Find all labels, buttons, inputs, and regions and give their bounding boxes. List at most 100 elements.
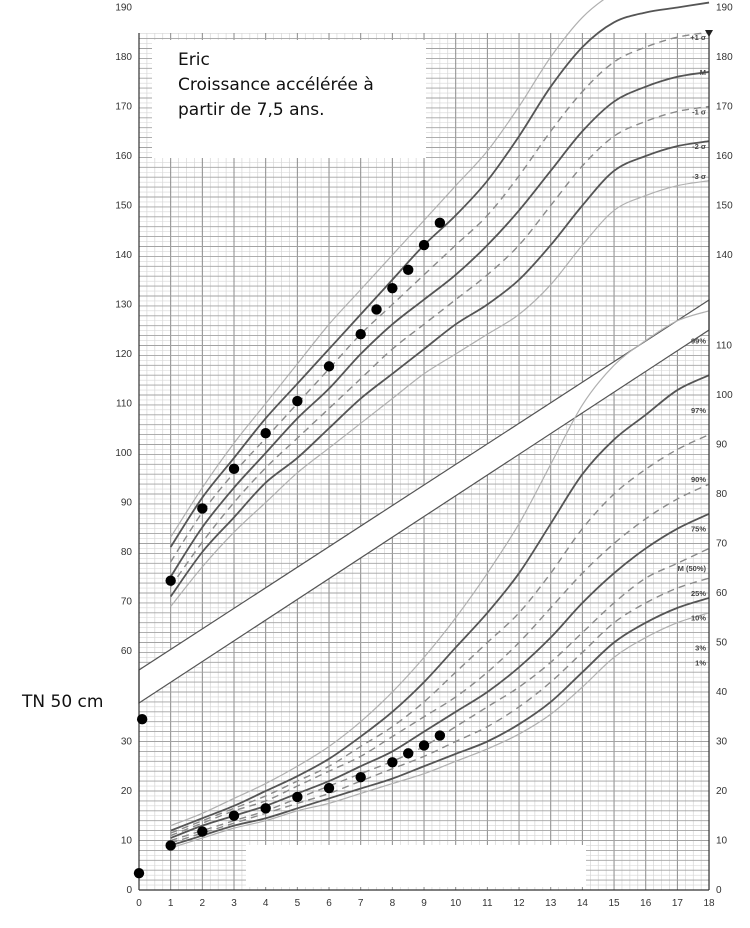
x-tick-label: 17 [672, 898, 684, 909]
weight-curve-1 [170, 374, 710, 832]
weight-point [323, 782, 335, 794]
x-tick-label: 13 [545, 898, 557, 909]
height-curve-5 [169, 140, 710, 598]
weight-curve-label: 75% [691, 525, 706, 534]
height-point [197, 503, 208, 514]
x-tick-label: 2 [200, 898, 206, 909]
height-tick-label-left: 100 [115, 448, 132, 459]
weight-curve-label: 1% [695, 658, 706, 667]
height-curve-label: M [700, 68, 706, 77]
weight-point [133, 867, 145, 879]
chart-tick-labels: 0 1 2 3 4 5 6 7 8 9 10 11 12 13 14 15 16 17 18607080901001… [115, 3, 733, 910]
weight-curve-label: 10% [691, 614, 706, 623]
height-point [434, 217, 446, 229]
height-point [387, 282, 398, 294]
height-curve-4 [170, 105, 710, 588]
chart-grid-major [138, 33, 710, 891]
weight-tick-label-right: 20 [716, 786, 728, 797]
height-point [402, 264, 414, 276]
x-tick-label: 1 [168, 898, 174, 909]
height-tick-label-left: 160 [115, 151, 132, 162]
weight-tick-label-left: 10 [121, 836, 133, 847]
x-tick-label: 0 [136, 898, 142, 909]
chart-axes [138, 30, 713, 891]
height-point [165, 575, 176, 586]
height-tick-label-left: 140 [115, 250, 132, 261]
weight-point [228, 810, 240, 821]
weight-tick-label-right: 70 [716, 539, 728, 550]
x-tick-label: 14 [577, 898, 589, 909]
weight-tick-label-right: 50 [716, 638, 728, 649]
weight-curve-6 [170, 577, 710, 844]
height-tick-label-left: 180 [115, 52, 132, 63]
height-curve-label: -1 σ [692, 107, 706, 116]
weight-tick-label-left: 30 [121, 737, 133, 748]
height-curve-label: -3 σ [692, 172, 706, 181]
weight-curve-3 [170, 483, 710, 837]
patient-name: Eric [178, 50, 210, 70]
weight-point [136, 714, 148, 725]
height-tick-label-left: 150 [115, 201, 132, 212]
weight-curve-label: M (50%) [678, 564, 707, 573]
height-tick-label-right: 160 [716, 151, 733, 162]
height-point [323, 361, 335, 372]
height-reference-curves [169, 0, 710, 607]
height-curve-label: +1 σ [690, 33, 706, 42]
x-tick-label: 9 [421, 898, 427, 909]
x-tick-label: 7 [358, 898, 364, 909]
x-tick-label: 6 [326, 898, 332, 909]
x-tick-label: 12 [513, 898, 525, 909]
weight-curve-label: 25% [691, 589, 706, 598]
height-tick-label-left: 90 [121, 498, 133, 509]
patient-data-points [133, 217, 446, 879]
weight-tick-label-right: 90 [716, 440, 728, 451]
height-point [292, 395, 303, 407]
weight-tick-label-right: 100 [716, 390, 733, 401]
weight-tick-label-right: 0 [716, 885, 722, 896]
height-tick-label-left: 130 [115, 300, 132, 311]
annotation-box: Eric Croissance accélérée à partir de 7,… [152, 40, 426, 158]
x-tick-label: 11 [482, 898, 493, 909]
height-tick-label-left: 70 [121, 597, 133, 608]
weight-tick-label-right: 80 [716, 489, 728, 500]
weight-curve-8 [170, 612, 710, 849]
height-point [371, 304, 382, 315]
height-tick-label-left: 120 [115, 349, 132, 360]
annotation-line-1: Croissance accélérée à [178, 75, 374, 95]
height-curve-1 [169, 1, 710, 548]
x-tick-label: 4 [263, 898, 269, 909]
weight-tick-label-right: 30 [716, 737, 728, 748]
height-point [260, 428, 271, 439]
height-tick-label-left: 110 [116, 399, 132, 410]
weight-curve-2 [170, 433, 710, 834]
weight-point [292, 791, 303, 803]
height-tick-label-left: 190 [115, 3, 132, 14]
birth-length-label: TN 50 cm [22, 692, 104, 712]
height-point [418, 239, 430, 251]
x-tick-label: 10 [450, 898, 462, 909]
weight-tick-label-right: 10 [716, 836, 728, 847]
weight-point [434, 730, 446, 741]
x-tick-label: 15 [608, 898, 620, 909]
weight-tick-label-right: 110 [716, 341, 732, 352]
height-point [355, 329, 366, 340]
weight-point [260, 803, 271, 814]
height-curve-2 [170, 31, 710, 563]
x-tick-label: 3 [231, 898, 237, 909]
weight-point [355, 771, 366, 783]
weight-point [165, 840, 176, 851]
weight-curve-7 [170, 597, 710, 847]
weight-curve-label: 97% [691, 406, 706, 415]
weight-reference-curves [170, 310, 710, 849]
weight-curve-label: 99% [691, 337, 706, 346]
weight-point [197, 826, 208, 837]
x-tick-label: 8 [390, 898, 396, 909]
weight-curve-0 [170, 310, 710, 827]
height-tick-label-right: 150 [716, 201, 733, 212]
height-point [228, 463, 240, 475]
weight-tick-label-left: 0 [126, 885, 132, 896]
axis-marker-triangle [705, 30, 713, 37]
height-curve-6 [170, 180, 710, 607]
height-tick-label-left: 60 [121, 646, 133, 657]
weight-tick-label-right: 40 [716, 687, 728, 698]
